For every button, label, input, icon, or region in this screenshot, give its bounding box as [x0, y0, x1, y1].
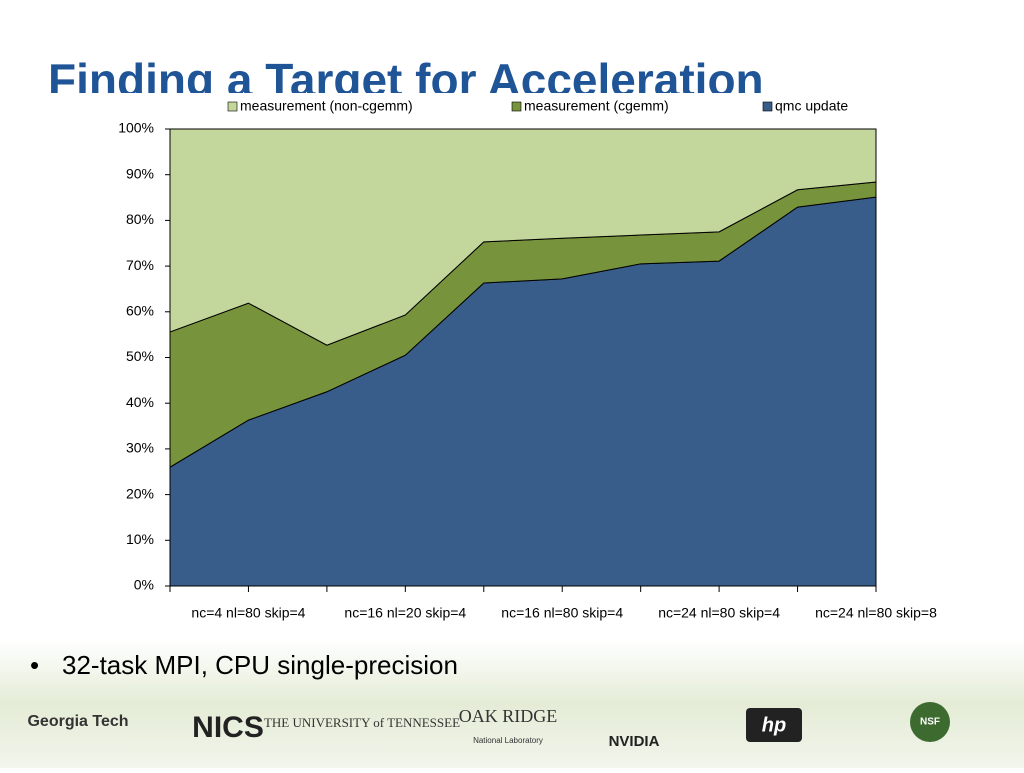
footer-band [0, 640, 1024, 768]
logo: NSF [920, 717, 940, 728]
logo-box [746, 708, 802, 742]
x-tick-label: nc=16 nl=20 skip=4 [344, 605, 466, 621]
logo: THE UNIVERSITY of TENNESSEE [264, 715, 460, 730]
area [169, 128, 877, 346]
logo: hp [762, 714, 786, 736]
legend-label: measurement (cgemm) [524, 98, 669, 114]
y-tick-label: 20% [126, 485, 154, 501]
logo: NICS [192, 711, 264, 744]
y-tick-label: 90% [126, 165, 154, 181]
y-tick-label: 80% [126, 211, 154, 227]
y-tick-label: 100% [118, 120, 154, 136]
y-tick-label: 50% [126, 348, 154, 364]
logo: NVIDIA [609, 733, 660, 750]
logo: OAK RIDGE [459, 706, 558, 726]
y-tick-label: 60% [126, 303, 154, 319]
x-tick-label: nc=24 nl=80 skip=4 [658, 605, 780, 621]
x-tick-label: nc=4 nl=80 skip=4 [191, 605, 305, 621]
y-tick-label: 10% [126, 531, 154, 547]
y-tick-label: 0% [134, 577, 154, 593]
logo-circle [910, 702, 950, 742]
legend-swatch [227, 101, 238, 112]
logo: Georgia Tech [27, 713, 128, 730]
legend-swatch [762, 101, 773, 112]
legend-swatch [511, 101, 522, 112]
legend-label: measurement (non-cgemm) [240, 98, 413, 114]
y-tick-label: 40% [126, 394, 154, 410]
bullet-text: 32-task MPI, CPU single-precision [62, 650, 458, 680]
x-tick-label: nc=16 nl=80 skip=4 [501, 605, 623, 621]
y-tick-label: 70% [126, 257, 154, 273]
bullet-dot: • [30, 650, 39, 680]
chart: 0% 10% 20% 30% 40% 50% 60% 70% 80% 90% 100% nc=4 nl… [118, 98, 937, 621]
logo: National Laboratory [473, 736, 543, 745]
y-tick-label: 30% [126, 440, 154, 456]
legend-label: qmc update [775, 98, 848, 114]
x-tick-label: nc=24 nl=80 skip=8 [815, 605, 937, 621]
